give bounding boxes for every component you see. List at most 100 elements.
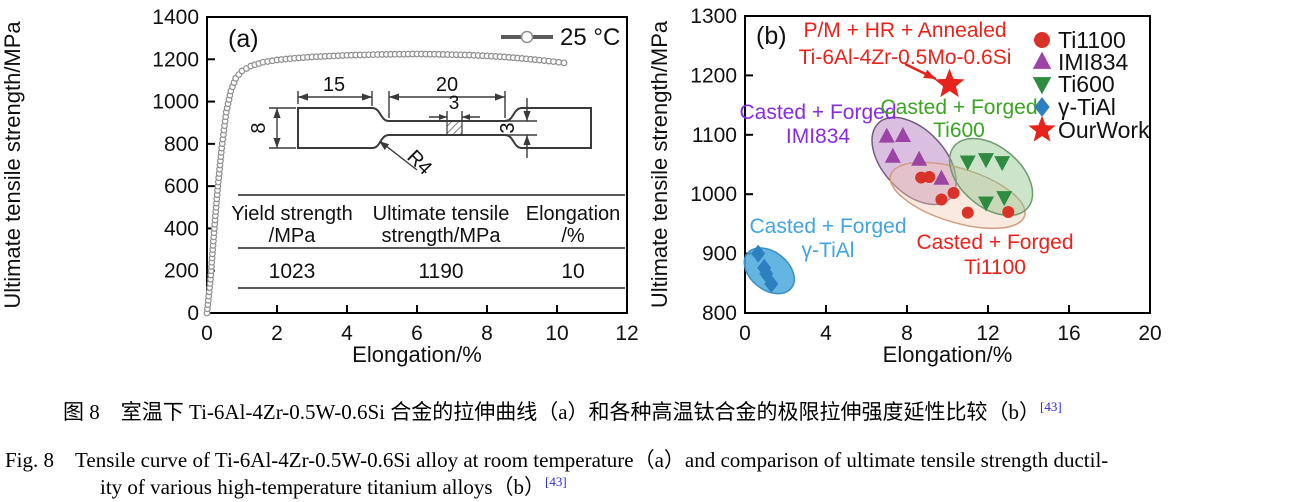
legend-label-Ti600: Ti600 bbox=[1058, 71, 1115, 97]
specimen-outline bbox=[297, 107, 592, 149]
annotation-text: Ti600 bbox=[933, 119, 985, 142]
panel-a-y-tick-label: 1200 bbox=[152, 48, 199, 71]
panel-b-axes-box bbox=[744, 15, 1151, 314]
panel-b-x-tick-label: 16 bbox=[1057, 322, 1080, 345]
panel-b-label: (b) bbox=[756, 22, 787, 50]
legend-marker-Ti600 bbox=[1032, 77, 1052, 95]
data-point-IMI834 bbox=[878, 127, 895, 143]
table-header-line2: strength/MPa bbox=[382, 225, 502, 247]
panel-b-x-tick-label: 8 bbox=[901, 322, 913, 345]
panel-b-x-tick-label: 0 bbox=[739, 322, 751, 345]
panel-a-label: (a) bbox=[228, 25, 259, 53]
panel-b-y-tick-label: 1100 bbox=[692, 124, 737, 147]
panel-b-y-axis-label: Ultimate tensile strength/MPa bbox=[647, 20, 672, 308]
results-table: Yield strength/MPa Ultimate tensilestreng… bbox=[231, 194, 625, 289]
data-point-Ti1100 bbox=[961, 206, 974, 219]
data-point-Ti1100 bbox=[923, 170, 936, 183]
series-IMI834 bbox=[878, 126, 950, 185]
arrowhead bbox=[362, 93, 372, 101]
arrowhead bbox=[462, 114, 470, 120]
annotation-text: Ti1100 bbox=[964, 256, 1026, 279]
arrowhead bbox=[923, 69, 936, 79]
dim-r4-label: R4 bbox=[402, 146, 436, 180]
tensile-curve bbox=[203, 50, 568, 317]
annotation-text: Casted + Forged bbox=[739, 101, 896, 124]
annotation-text: Ti-6Al-4Zr-0.5Mo-0.6Si bbox=[799, 46, 1012, 69]
caption-english-line1-text: Fig. 8 Tensile curve of Ti-6Al-4Zr-0.5W-… bbox=[5, 448, 1109, 472]
panel-a-y-tick-label: 0 bbox=[187, 302, 199, 325]
series-γ-TiAl bbox=[751, 244, 779, 293]
table-header-line2: /MPa bbox=[269, 225, 317, 247]
panel-b-x-tick-label: 4 bbox=[820, 322, 832, 345]
panel-a-legend-label: 25 °C bbox=[560, 24, 620, 51]
table-header-line1: Yield strength bbox=[231, 203, 353, 225]
series-OurWork bbox=[934, 68, 965, 98]
legend-label-OurWork: OurWork bbox=[1058, 117, 1150, 143]
arrowhead bbox=[523, 111, 531, 121]
arrowhead bbox=[273, 138, 281, 148]
panel-a-x-tick-label: 0 bbox=[201, 322, 213, 345]
data-point-γ-TiAl bbox=[764, 274, 779, 293]
table-value: 1190 bbox=[418, 260, 463, 283]
annotation-text: P/M + HR + Annealed bbox=[803, 19, 1006, 42]
panel-b-x-tick-label: 20 bbox=[1138, 322, 1161, 345]
panel-a-x-tick-label: 10 bbox=[545, 322, 568, 345]
data-point-OurWork bbox=[934, 68, 965, 98]
gauge-mark-hatch bbox=[446, 120, 463, 136]
dim-3-mark-label: 3 bbox=[449, 93, 460, 114]
legend-marker-IMI834 bbox=[1032, 51, 1052, 69]
citation-ref-en[interactable]: [43] bbox=[545, 474, 567, 489]
series-Ti600 bbox=[959, 153, 1013, 212]
panel-a-x-tick-label: 8 bbox=[481, 322, 493, 345]
citation-ref-zh[interactable]: [43] bbox=[1040, 399, 1062, 414]
data-point-Ti600 bbox=[977, 153, 994, 169]
panel-a-y-tick-label: 200 bbox=[164, 260, 199, 283]
data-point-Ti600 bbox=[959, 155, 976, 171]
annotation-text: γ-TiAl bbox=[802, 239, 855, 262]
charts-canvas: 0 2 4 6 8 10 120200400600800100012001400Elonga… bbox=[0, 5, 1162, 367]
legend-label-IMI834: IMI834 bbox=[1058, 49, 1129, 75]
caption-english-line2-text: ity of various high-temperature titanium… bbox=[100, 475, 545, 499]
data-point-Ti600 bbox=[994, 156, 1011, 172]
data-point-γ-TiAl bbox=[751, 244, 766, 263]
data-point-Ti600 bbox=[977, 196, 994, 212]
legend-marker-OurWork bbox=[1028, 115, 1056, 142]
panel-a-y-tick-label: 1000 bbox=[152, 91, 199, 114]
panel-b-y-tick-label: 1300 bbox=[690, 5, 737, 28]
dim-8-label: 8 bbox=[248, 122, 270, 133]
dim-3-right-label: 3 bbox=[497, 122, 519, 133]
caption-chinese: 图 8 室温下 Ti-6Al-4Zr-0.5W-0.6Si 合金的拉伸曲线（a）… bbox=[63, 396, 1062, 426]
data-point-Ti600 bbox=[996, 191, 1013, 207]
data-point-IMI834 bbox=[894, 126, 911, 142]
annotation-pm-hr-annealed: P/M + HR + Annealed Ti-6Al-4Zr-0.5Mo-0.6S… bbox=[799, 19, 1012, 69]
data-point-IMI834 bbox=[933, 169, 950, 185]
data-point-Ti1100 bbox=[935, 193, 948, 206]
table-header-line2: /% bbox=[561, 225, 585, 247]
data-point-IMI834 bbox=[884, 147, 901, 163]
arrowhead bbox=[273, 108, 281, 118]
table-header-line1: Elongation bbox=[526, 203, 621, 225]
panel-a-panel: 0 2 4 6 8 10 12 0 200 400 600 800 1000 1200 1400 Elonga… bbox=[0, 6, 639, 367]
panel-a-x-tick-label: 6 bbox=[411, 322, 423, 345]
panel-a-y-axis-label: Ultimate tensile strength/MPa bbox=[0, 21, 25, 309]
panel-b-y-tick-label: 1000 bbox=[690, 183, 737, 206]
arrowhead bbox=[379, 141, 390, 150]
legend-label-Ti1100: Ti1100 bbox=[1058, 27, 1126, 53]
table-value: 1023 bbox=[269, 260, 316, 283]
panel-b-panel: 0 4 8 12 16 20 800 900 1000 1100 1200 1300 Elongatio… bbox=[647, 5, 1162, 367]
annotation-text: IMI834 bbox=[786, 125, 851, 148]
panel-b-y-tick-label: 900 bbox=[702, 243, 737, 266]
data-point-IMI834 bbox=[911, 150, 928, 166]
arrowhead bbox=[439, 114, 447, 120]
annotation-text: Casted + Forged bbox=[916, 231, 1073, 254]
panel-b-x-tick-label: 12 bbox=[976, 322, 999, 345]
legend-label-γ-TiAl: γ-TiAl bbox=[1058, 94, 1116, 120]
legend-marker-γ-TiAl bbox=[1034, 97, 1050, 117]
arrowhead bbox=[389, 93, 399, 101]
dim-20-label: 20 bbox=[436, 74, 458, 96]
